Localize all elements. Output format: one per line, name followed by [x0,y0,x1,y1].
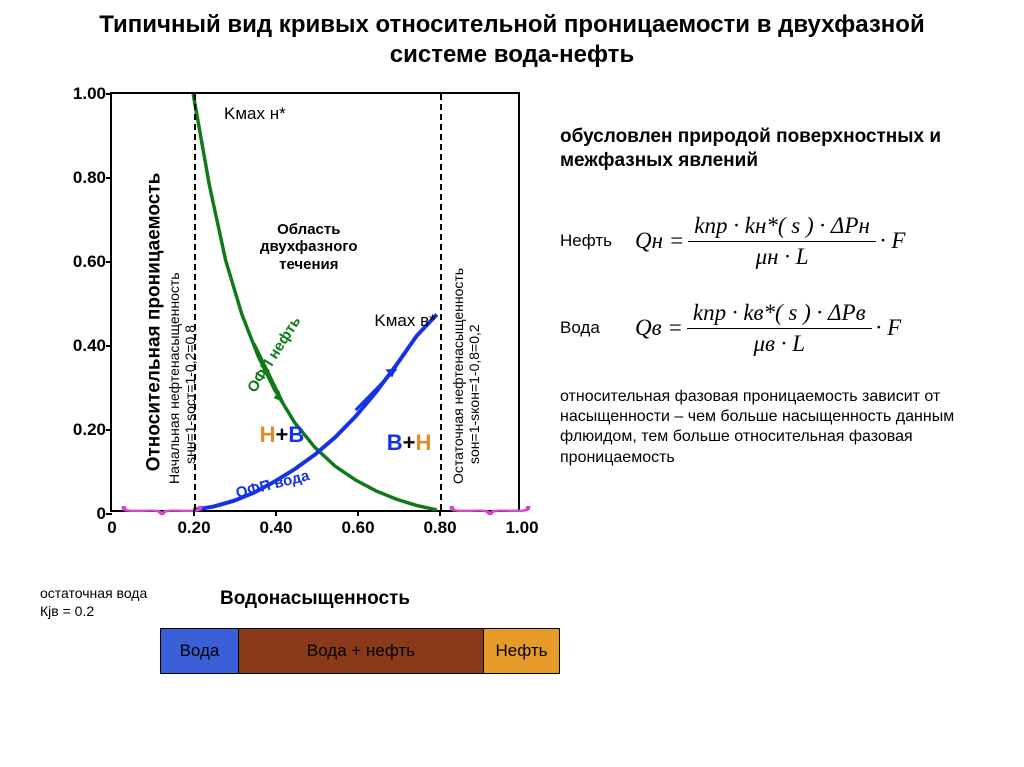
explanatory-note: относительная фазовая проницаемость зави… [560,387,1000,469]
y-tick-label: 0 [66,504,106,524]
right-column: обусловлен природой поверхностных и межф… [560,125,1000,468]
x-tick-label: 0.20 [177,518,210,538]
legend-segment: Вода [161,629,239,673]
initial-oil-sat-label: Начальная нефтенасыщенность [166,272,182,484]
legend-segment: Нефть [484,629,559,673]
x-tick-label: 0.80 [423,518,456,538]
formulas-block: НефтьQн = kпр · kн*( s ) · ΔPнμн · L · F… [560,213,1000,357]
water-curve [193,314,437,509]
kmax-water-label: Kмах в* [374,311,435,331]
intro-text: обусловлен природой поверхностных и межф… [560,125,1000,173]
formula-row: НефтьQн = kпр · kн*( s ) · ΔPнμн · L · F [560,213,1000,270]
page-title: Типичный вид кривых относительной прониц… [0,0,1024,78]
phase-label-n-plus-v: Н+В [260,422,305,447]
y-tick-label: 0.20 [66,420,106,440]
x-tick-label: 0.40 [259,518,292,538]
chart-container: Относительная проницаемость Область двух… [60,92,530,552]
residual-oil-sat-formula: sон=1-sкон=1-0,8=0,2 [466,324,482,464]
legend-segment: Вода + нефть [239,629,484,673]
kmax-oil-label: Kмах н* [224,104,286,124]
x-tick-label: 0 [107,518,116,538]
residual-water-line2: Кјв = 0.2 [40,603,147,621]
x-tick-label: 1.00 [505,518,538,538]
y-tick-label: 0.40 [66,336,106,356]
saturation-vline [440,94,442,510]
y-tick-label: 0.60 [66,252,106,272]
y-tick-label: 1.00 [66,84,106,104]
residual-water-line1: остаточная вода [40,585,147,603]
formula-label: Нефть [560,231,635,251]
saturation-vline [194,94,196,510]
plot-area: Область двухфазного течения Kмах н* Kмах… [110,92,520,512]
formula-label: Вода [560,318,635,338]
formula-expression: Qв = kпр · kв*( s ) · ΔPвμв · L · F [635,300,901,357]
y-tick-label: 0.80 [66,168,106,188]
formula-row: ВодаQв = kпр · kв*( s ) · ΔPвμв · L · F [560,300,1000,357]
legend-bar: ВодаВода + нефтьНефть [160,628,560,674]
residual-water-note: остаточная вода Кјв = 0.2 [40,585,147,620]
region-label: Область двухфазного течения [234,221,384,273]
residual-oil-sat-label: Остаточная нефтенасыщенность [450,268,466,484]
x-tick-label: 0.60 [341,518,374,538]
phase-label-v-plus-n: В+Н [387,430,432,455]
formula-expression: Qн = kпр · kн*( s ) · ΔPнμн · L · F [635,213,905,270]
x-axis-title: Водонасыщенность [220,588,410,610]
